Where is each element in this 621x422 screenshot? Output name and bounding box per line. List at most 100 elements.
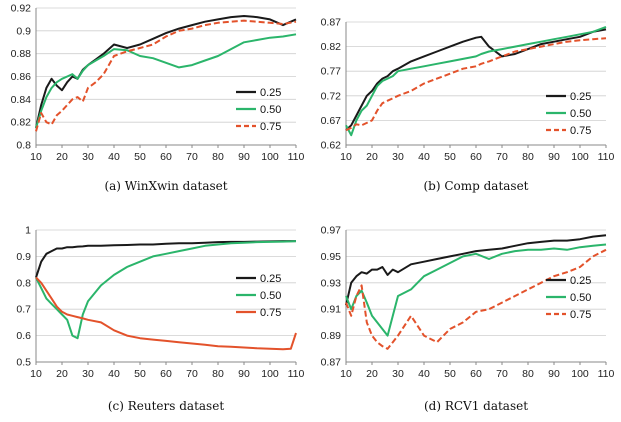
y-tick-label: 0.82: [321, 41, 342, 53]
series-line-0.75: [345, 248, 607, 350]
legend-label: 0.25: [260, 273, 281, 285]
chart-caption: (d) RCV1 dataset: [424, 399, 528, 413]
y-tick-label: 0.5: [16, 357, 31, 369]
x-tick-label: 90: [548, 368, 560, 380]
x-tick-label: 10: [30, 368, 42, 380]
x-tick-label: 70: [186, 368, 198, 380]
legend: 0.25 0.50 0.75: [546, 91, 591, 137]
chart-panel-4: 0.87 0.89 0.91 0.93 0.95 0.97 10 20 30 40 50 60 70 80…: [321, 225, 615, 414]
x-tick-label: 50: [134, 151, 146, 163]
series-line-0.50: [35, 33, 297, 129]
x-tick-label: 90: [548, 151, 560, 163]
x-tick-label: 20: [56, 368, 68, 380]
series-line-0.25: [35, 15, 297, 129]
y-tick-label: 0.95: [321, 251, 342, 263]
y-tick-label: 0.84: [11, 94, 32, 106]
x-tick-label: 30: [82, 368, 94, 380]
x-tick-label: 60: [160, 368, 172, 380]
chart-panel-2: 0.62 0.67 0.72 0.77 0.82 0.87 10 20 30 40 50 60 70 80…: [321, 17, 615, 194]
legend-label: 0.50: [260, 104, 281, 116]
series-line-0.75: [345, 37, 607, 132]
series-line-0.50: [345, 25, 607, 137]
y-tick-label: 0.87: [321, 17, 342, 29]
x-tick-label: 40: [108, 151, 120, 163]
series-line-0.25: [35, 240, 296, 278]
legend-label: 0.75: [260, 121, 281, 133]
y-tick-label: 0.97: [321, 225, 342, 237]
y-tick-label: 0.93: [321, 277, 342, 289]
x-tick-label: 40: [418, 151, 430, 163]
y-tick-label: 0.8: [16, 277, 31, 289]
x-tick-label: 20: [366, 151, 378, 163]
x-tick-label: 80: [522, 368, 534, 380]
y-tick-label: 0.9: [16, 251, 31, 263]
x-tick-label: 50: [134, 368, 146, 380]
legend-label: 0.75: [570, 125, 591, 137]
chart-caption: (c) Reuters dataset: [108, 399, 224, 413]
x-tick-label: 80: [212, 368, 224, 380]
y-tick-label: 0.6: [16, 330, 31, 342]
x-tick-label: 70: [496, 368, 508, 380]
x-tick-label: 110: [598, 368, 615, 380]
x-tick-label: 10: [30, 151, 42, 163]
legend: 0.25 0.50 0.75: [236, 273, 281, 319]
x-tick-label: 60: [470, 368, 482, 380]
y-tick-label: 0.89: [321, 330, 342, 342]
x-tick-label: 30: [392, 151, 404, 163]
y-tick-label: 0.82: [11, 117, 32, 129]
series-line-0.75: [35, 19, 297, 132]
x-tick-label: 50: [444, 368, 456, 380]
x-tick-label: 100: [571, 368, 589, 380]
y-tick-label: 0.88: [11, 48, 32, 60]
y-tick-label: 0.92: [11, 3, 32, 15]
x-tick-label: 10: [340, 151, 352, 163]
y-tick-label: 0.67: [321, 115, 342, 127]
y-tick-label: 0.9: [16, 25, 31, 37]
legend-label: 0.25: [570, 275, 591, 287]
x-tick-label: 80: [522, 151, 534, 163]
legend-label: 0.50: [570, 292, 591, 304]
y-tick-label: 0.77: [321, 66, 342, 78]
y-tick-label: 0.62: [321, 140, 342, 152]
legend: 0.25 0.50 0.75: [236, 87, 281, 133]
chart-panel-1: 0.8 0.82 0.84 0.86 0.88 0.9 0.92 10 20 30 40 50 60 70…: [11, 3, 305, 194]
x-tick-label: 10: [340, 368, 352, 380]
y-tick-label: 0.87: [321, 357, 342, 369]
y-tick-label: 0.91: [321, 304, 342, 316]
x-tick-label: 20: [366, 368, 378, 380]
x-tick-label: 100: [261, 151, 279, 163]
x-tick-label: 100: [261, 368, 279, 380]
x-tick-label: 110: [598, 151, 615, 163]
legend-label: 0.50: [260, 290, 281, 302]
x-tick-label: 110: [288, 368, 305, 380]
x-tick-label: 40: [418, 368, 430, 380]
y-tick-label: 0.72: [321, 90, 342, 102]
x-tick-label: 30: [82, 151, 94, 163]
x-tick-label: 70: [186, 151, 198, 163]
chart-caption: (a) WinXwin dataset: [104, 179, 227, 193]
legend-label: 0.50: [570, 108, 591, 120]
x-tick-label: 60: [160, 151, 172, 163]
x-tick-label: 70: [496, 151, 508, 163]
x-tick-label: 90: [238, 368, 250, 380]
legend-label: 0.75: [260, 307, 281, 319]
x-tick-label: 30: [392, 368, 404, 380]
chart-caption: (b) Comp dataset: [423, 179, 528, 193]
series-line-0.25: [345, 28, 607, 131]
x-tick-label: 100: [571, 151, 589, 163]
x-tick-label: 90: [238, 151, 250, 163]
legend-label: 0.75: [570, 309, 591, 321]
y-tick-label: 0.7: [16, 304, 31, 316]
x-tick-label: 40: [108, 368, 120, 380]
x-tick-label: 110: [288, 151, 305, 163]
x-tick-label: 60: [470, 151, 482, 163]
y-tick-label: 0.8: [16, 140, 31, 152]
x-tick-label: 50: [444, 151, 456, 163]
series-line-0.50: [35, 240, 297, 340]
legend: 0.25 0.50 0.75: [546, 275, 591, 321]
legend-label: 0.25: [260, 87, 281, 99]
x-tick-label: 80: [212, 151, 224, 163]
series-line-0.75: [35, 276, 297, 351]
y-tick-label: 1: [25, 225, 31, 237]
